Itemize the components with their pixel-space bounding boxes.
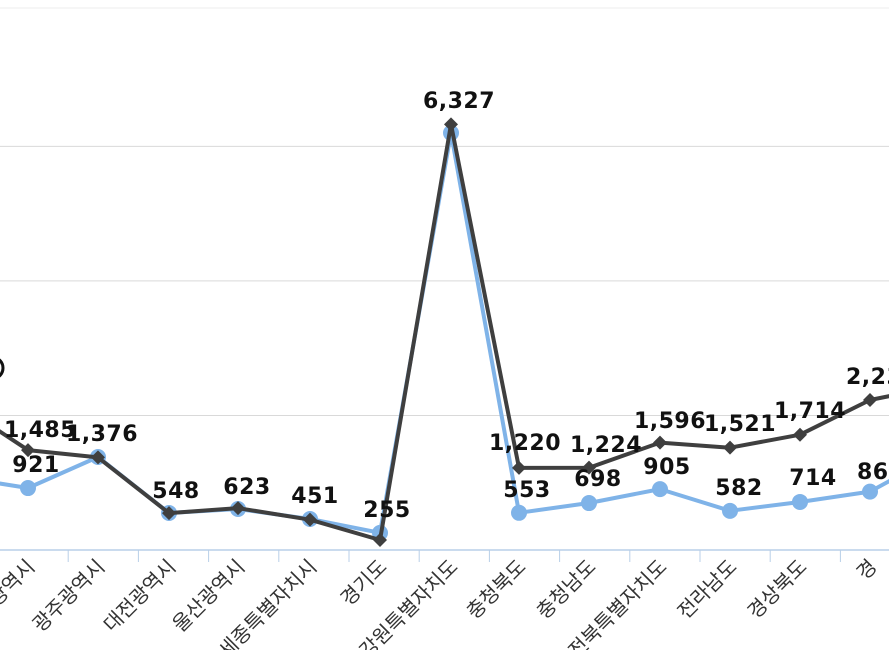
series-dark-point [21,443,35,458]
series-dark-point [444,117,458,132]
series-dark-point [723,440,737,455]
data-label-light: 714 [789,466,836,491]
data-label-dark: 1,224 [570,433,642,458]
series-dark-point [582,460,596,475]
data-label-light: 698 [574,467,621,492]
x-tick-label: 경상북도 [743,555,812,624]
series-dark-point [653,435,667,450]
data-label-dark: 623 [223,475,270,500]
data-label-dark: 1,521 [704,412,776,437]
series-light-point [792,493,808,510]
series-light-line [0,130,889,535]
series-dark-point [231,501,245,516]
data-label-dark: 1,376 [66,422,138,447]
series-light-point [652,481,668,498]
series-dark-point [91,450,105,465]
x-tick-label: 충청북도 [462,555,531,624]
x-tick-label: 경기도 [336,555,392,611]
data-label-light: 553 [503,478,550,503]
data-label-dark: 548 [152,479,199,504]
data-label-light: 582 [715,476,762,501]
data-label-dark: 451 [291,484,338,509]
series-dark-point [793,427,807,442]
data-label-light: 86 [857,460,889,485]
data-label-light: 921 [12,453,59,478]
series-light-point [862,483,878,500]
x-tick-label: 광주광역시 [28,555,110,637]
x-tick-label: 전라남도 [673,555,742,624]
data-label-dark: 1,485 [4,418,76,443]
x-tick-label: 경 [852,555,882,585]
data-label-dark: 1,596 [634,409,706,434]
series-dark-point [373,533,387,547]
data-label-dark: 1,714 [774,399,846,424]
data-label-dark: 2,23 [846,365,889,390]
series-dark-point [162,506,176,521]
series-dark-point [512,460,526,475]
cropped-data-label [0,358,5,378]
series-dark-point [303,512,317,527]
series-light-point [511,504,527,521]
x-tick-label: 대전광역시 [99,555,181,637]
series-dark-point [863,392,877,407]
data-label-dark: 1,220 [489,431,561,456]
series-light-point [581,495,597,512]
data-label-light: 255 [363,498,410,523]
x-tick-label: 충청남도 [532,555,601,624]
series-light-point [20,480,36,497]
series-light-point [722,502,738,519]
data-label-light: 905 [643,455,690,480]
data-label-dark: 6,327 [423,89,495,114]
